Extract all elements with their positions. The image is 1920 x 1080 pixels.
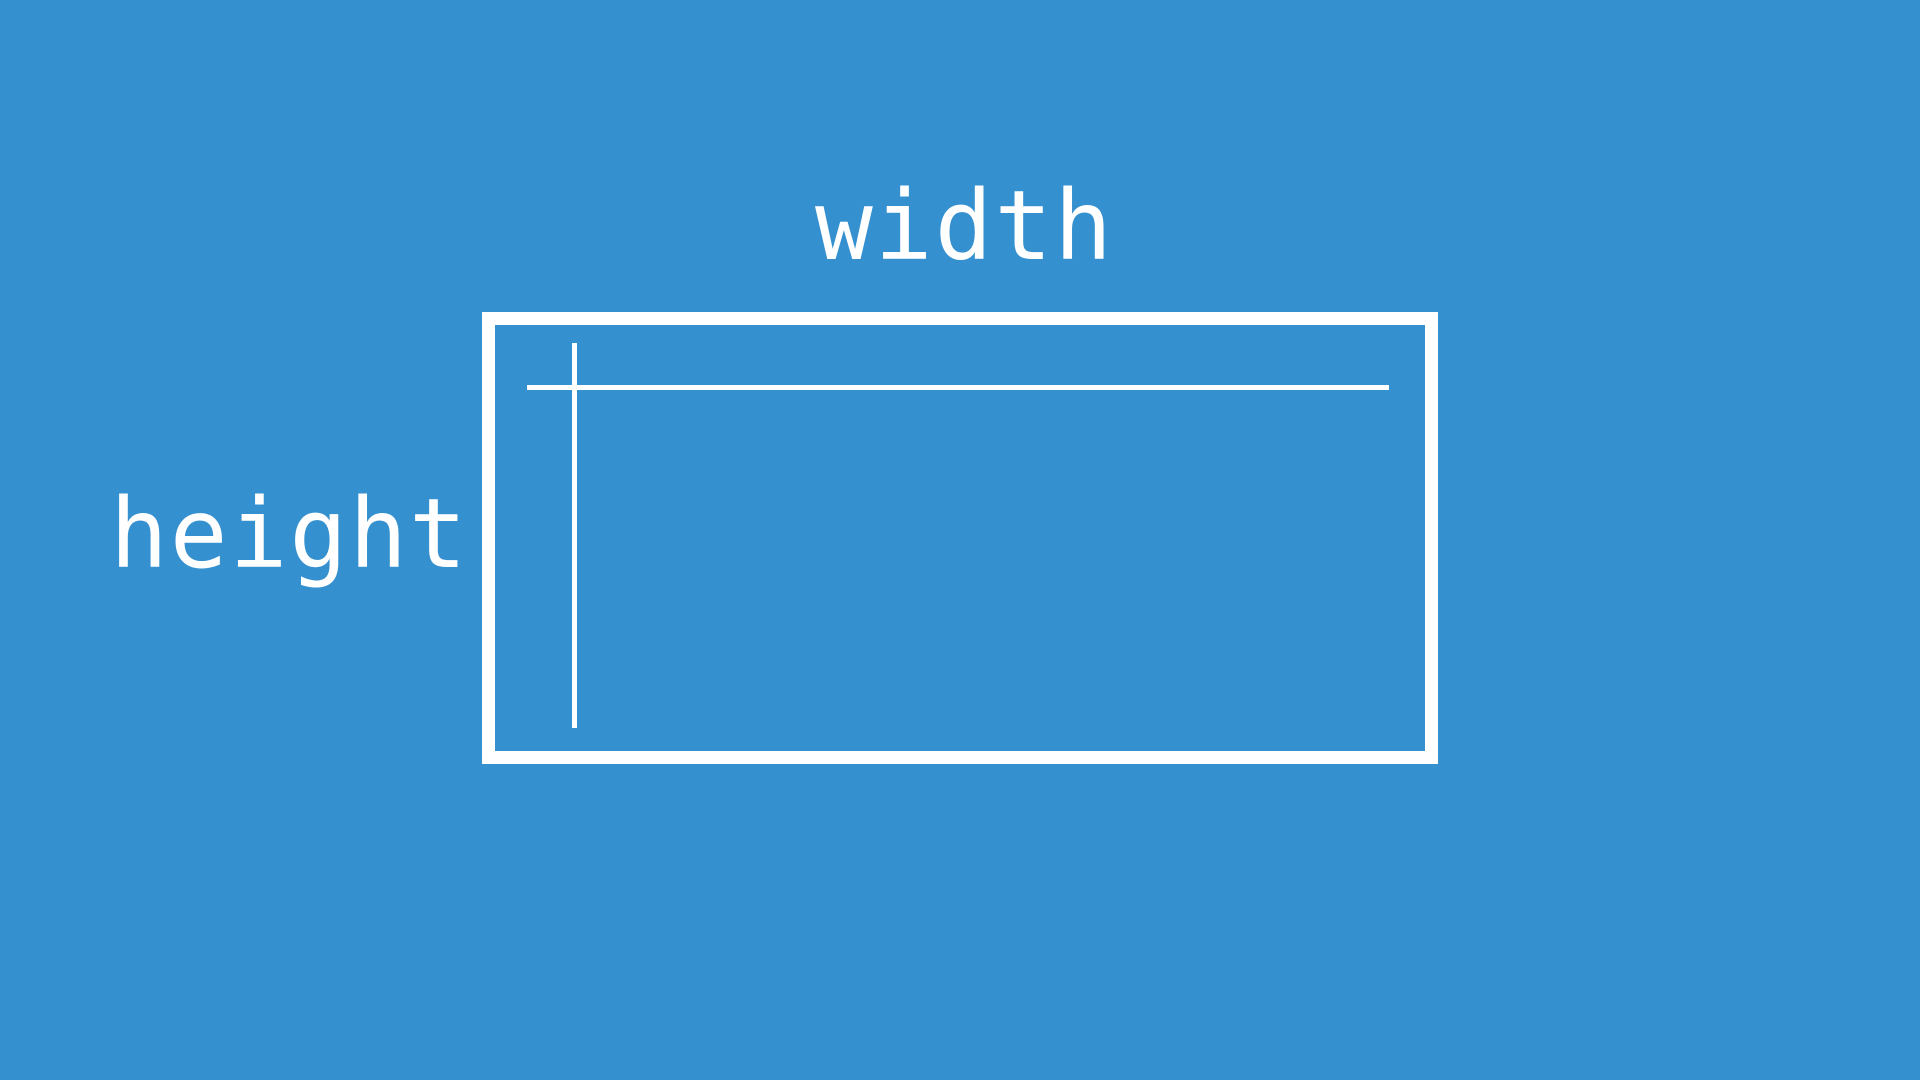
- horizontal-guide-line: [527, 385, 1389, 390]
- width-label: width: [815, 170, 1114, 282]
- height-label: height: [110, 478, 469, 590]
- outer-rectangle: [482, 312, 1438, 764]
- vertical-guide-line: [572, 343, 577, 728]
